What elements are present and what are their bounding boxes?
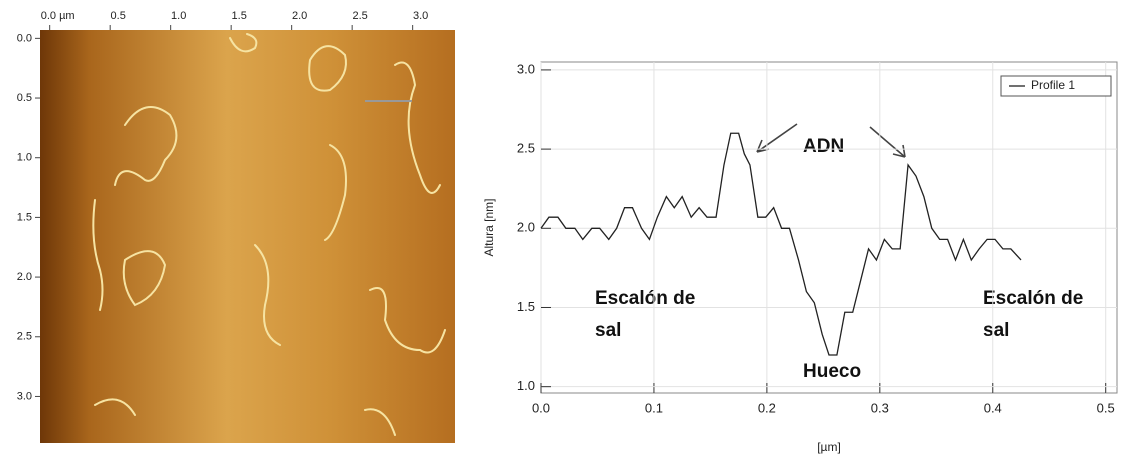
annotation: Escalón de <box>983 288 1083 309</box>
y-tick-label: 0.0 <box>17 32 32 44</box>
annotation: ADN <box>803 136 844 157</box>
afm-surface <box>40 30 455 443</box>
x-tick-label: 2.5 <box>353 10 368 22</box>
x-tick-label: 0.2 <box>758 400 776 415</box>
x-tick-label: 3.0 <box>413 10 428 22</box>
y-tick-label: 2.0 <box>17 271 32 283</box>
legend-label: Profile 1 <box>1031 78 1075 92</box>
annotation: sal <box>595 320 621 341</box>
annotation: Hueco <box>803 361 861 382</box>
legend-box <box>1000 75 1112 97</box>
y-tick-label: 3.0 <box>17 390 32 402</box>
y-tick-label: 2.5 <box>517 141 535 156</box>
x-tick-label: 0.5 <box>111 10 126 22</box>
y-tick-label: 2.5 <box>17 331 32 343</box>
y-tick-label: 0.5 <box>17 92 32 104</box>
plot-area <box>540 61 1118 394</box>
x-tick-label: 0.1 <box>645 400 663 415</box>
x-tick-label: 2.0 <box>292 10 307 22</box>
line <box>540 132 1022 356</box>
y-tick-label: 1.5 <box>17 211 32 223</box>
x-tick-label: 0.4 <box>984 400 1002 415</box>
x-tick-label: 1.0 <box>171 10 186 22</box>
x-axis-label: [µm] <box>817 440 841 454</box>
y-tick-label: 1.0 <box>17 152 32 164</box>
y-tick-label: 3.0 <box>517 61 535 76</box>
y-tick-label: 2.0 <box>517 220 535 235</box>
dna-strands <box>92 33 446 436</box>
y-axis-label: Altura [nm] <box>482 198 496 256</box>
x-tick-label: 1.5 <box>232 10 247 22</box>
y-tick-label: 1.0 <box>517 378 535 393</box>
annotation: sal <box>983 320 1009 341</box>
x-tick-label: 0.5 <box>1097 400 1115 415</box>
x-tick-label: 0.3 <box>871 400 889 415</box>
afm-image <box>40 30 455 443</box>
annotation: Escalón de <box>595 288 695 309</box>
y-tick-label: 1.5 <box>517 299 535 314</box>
x-tick-label: 0.0 <box>532 400 550 415</box>
x-tick-label: 0.0 µm <box>41 10 75 22</box>
